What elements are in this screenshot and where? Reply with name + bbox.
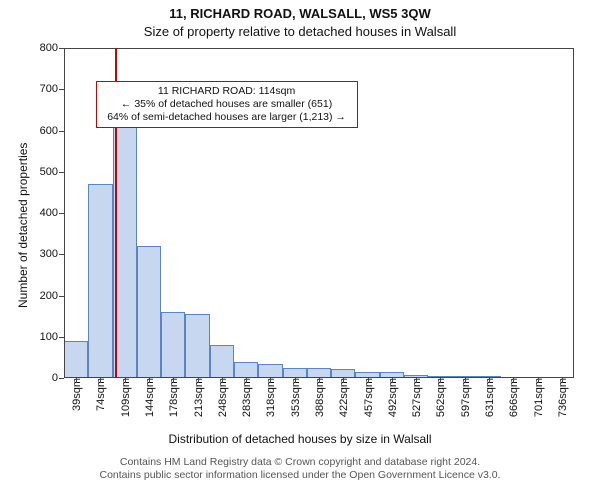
x-tick-label: 666sqm (506, 378, 520, 417)
plot-area: 11 RICHARD ROAD: 114sqm← 35% of detached… (64, 48, 574, 378)
y-tick-mark (59, 89, 64, 90)
footer-line-2: Contains public sector information licen… (0, 469, 600, 482)
chart-subtitle: Size of property relative to detached ho… (0, 24, 600, 39)
x-tick-mark (295, 378, 296, 383)
x-tick-label: 492sqm (385, 378, 399, 417)
footer-line-1: Contains HM Land Registry data © Crown c… (0, 456, 600, 469)
y-tick-mark (59, 131, 64, 132)
x-axis-label: Distribution of detached houses by size … (0, 432, 600, 446)
x-tick-label: 353sqm (288, 378, 302, 417)
y-tick-mark (59, 337, 64, 338)
x-tick-mark (270, 378, 271, 383)
x-tick-label: 109sqm (118, 378, 132, 417)
x-tick-label: 701sqm (531, 378, 545, 417)
y-tick-mark (59, 254, 64, 255)
x-tick-mark (368, 378, 369, 383)
x-tick-label: 562sqm (433, 378, 447, 417)
y-tick-mark (59, 378, 64, 379)
footer: Contains HM Land Registry data © Crown c… (0, 456, 600, 482)
x-tick-mark (343, 378, 344, 383)
x-tick-mark (489, 378, 490, 383)
x-tick-label: 318sqm (263, 378, 277, 417)
x-tick-label: 527sqm (409, 378, 423, 417)
x-tick-mark (392, 378, 393, 383)
property-annotation-box: 11 RICHARD ROAD: 114sqm← 35% of detached… (96, 81, 358, 128)
y-axis-label: Number of detached properties (16, 143, 30, 308)
annotation-line: 64% of semi-detached houses are larger (… (102, 111, 352, 124)
x-tick-mark (416, 378, 417, 383)
x-tick-mark (76, 378, 77, 383)
x-tick-label: 213sqm (191, 378, 205, 417)
x-tick-label: 144sqm (142, 378, 156, 417)
x-tick-mark (562, 378, 563, 383)
x-tick-mark (440, 378, 441, 383)
x-tick-mark (538, 378, 539, 383)
x-tick-label: 178sqm (166, 378, 180, 417)
x-tick-mark (173, 378, 174, 383)
annotation-line: 11 RICHARD ROAD: 114sqm (102, 85, 352, 98)
x-tick-mark (149, 378, 150, 383)
y-tick-mark (59, 296, 64, 297)
x-tick-mark (319, 378, 320, 383)
x-tick-mark (100, 378, 101, 383)
x-tick-label: 736sqm (555, 378, 569, 417)
y-tick-mark (59, 213, 64, 214)
y-tick-mark (59, 172, 64, 173)
x-tick-label: 388sqm (312, 378, 326, 417)
chart-title: 11, RICHARD ROAD, WALSALL, WS5 3QW (0, 6, 600, 21)
page: { "title": "11, RICHARD ROAD, WALSALL, W… (0, 0, 600, 500)
x-tick-label: 248sqm (215, 378, 229, 417)
x-tick-label: 631sqm (482, 378, 496, 417)
x-tick-label: 422sqm (336, 378, 350, 417)
x-tick-mark (125, 378, 126, 383)
x-tick-label: 283sqm (239, 378, 253, 417)
x-tick-label: 597sqm (458, 378, 472, 417)
annotation-line: ← 35% of detached houses are smaller (65… (102, 98, 352, 111)
x-tick-mark (246, 378, 247, 383)
x-tick-mark (513, 378, 514, 383)
x-tick-mark (222, 378, 223, 383)
x-tick-mark (198, 378, 199, 383)
x-tick-label: 457sqm (361, 378, 375, 417)
y-tick-mark (59, 48, 64, 49)
x-tick-mark (465, 378, 466, 383)
